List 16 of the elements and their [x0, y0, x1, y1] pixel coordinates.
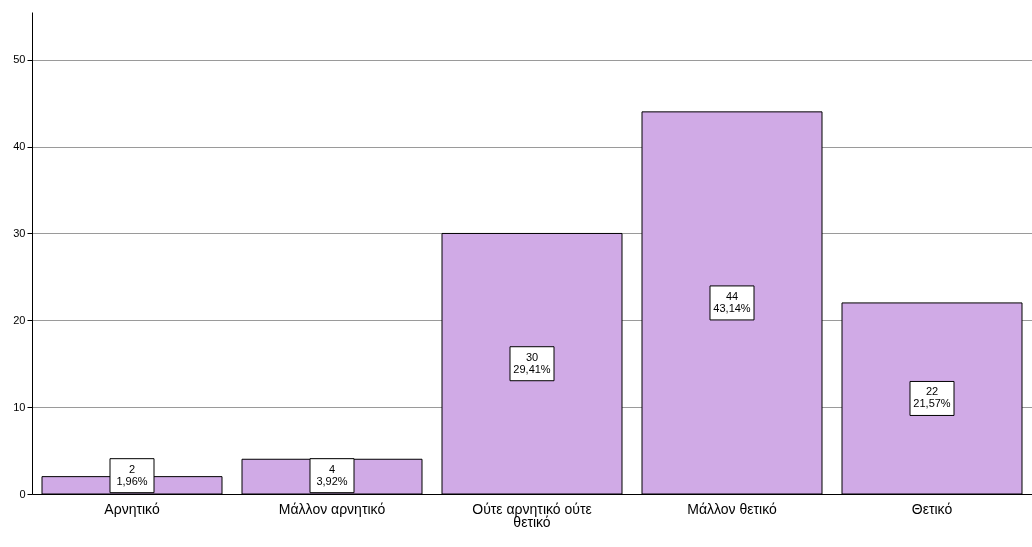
- y-tick-label: 10: [13, 400, 26, 413]
- y-tick-label: 30: [13, 226, 26, 239]
- y-tick-label: 20: [13, 313, 26, 326]
- data-label: 2 1,96%: [116, 462, 148, 487]
- data-label: 4 3,92%: [316, 462, 348, 487]
- y-tick-label: 50: [13, 53, 26, 66]
- x-tick-label: Μάλλον αρνητικό: [278, 500, 386, 517]
- x-tick-label: Ούτε αρνητικό ούτε θετικό: [472, 500, 592, 530]
- data-label: 30 29,41%: [513, 350, 551, 375]
- y-tick-label: 0: [19, 487, 26, 500]
- data-label: 22 21,57%: [913, 385, 951, 410]
- y-tick-label: 40: [13, 140, 26, 153]
- x-tick-label: Μάλλον θετικό: [687, 500, 777, 517]
- x-tick-label: Αρνητικό: [104, 500, 160, 517]
- x-tick-label: Θετικό: [911, 500, 953, 517]
- data-label: 44 43,14%: [713, 289, 751, 314]
